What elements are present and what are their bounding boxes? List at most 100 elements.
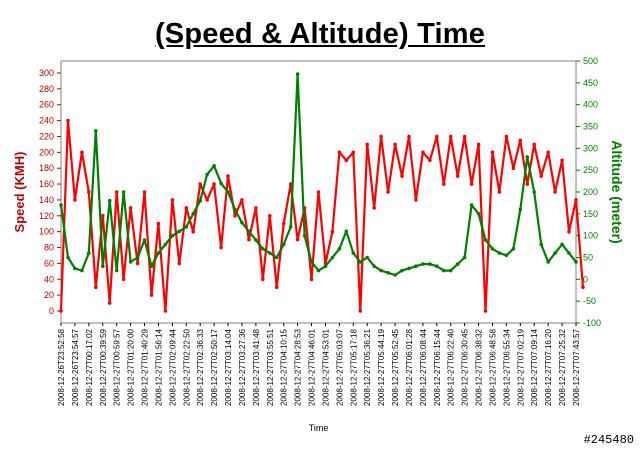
altitude-data-point — [274, 255, 279, 260]
right-axis-tick-label: 450 — [583, 78, 598, 88]
speed-data-point — [428, 158, 432, 163]
speed-data-point — [574, 198, 578, 202]
speed-data-point — [476, 142, 481, 147]
altitude-data-point — [170, 233, 175, 238]
altitude-data-point — [553, 251, 557, 255]
speed-data-point — [407, 134, 411, 139]
altitude-data-point — [94, 129, 98, 133]
altitude-data-point — [268, 251, 272, 255]
altitude-data-point — [261, 247, 265, 251]
altitude-data-point — [295, 72, 300, 76]
x-axis-tick-label: 2008-12-27T06:38:32 — [475, 328, 484, 406]
x-axis-tick-label: 2008-12-27T04:53:01 — [321, 328, 330, 406]
speed-data-point — [455, 174, 460, 178]
speed-data-point — [219, 245, 223, 250]
x-axis-tick-label: 2008-12-27T07:16:20 — [544, 328, 553, 406]
altitude-data-point — [351, 251, 356, 255]
speed-data-point — [107, 301, 112, 305]
altitude-data-point — [400, 268, 404, 273]
altitude-data-point — [469, 203, 474, 207]
speed-data-point — [358, 309, 363, 313]
speed-data-point — [261, 277, 265, 282]
speed-data-point — [66, 118, 70, 123]
x-axis-tick-label: 2008-12-27T03:14:04 — [224, 328, 233, 406]
left-axis-tick-label: 120 — [39, 211, 54, 221]
altitude-data-point — [442, 268, 446, 273]
speed-data-point — [233, 214, 237, 218]
left-axis-tick-label: 80 — [44, 243, 54, 253]
x-axis-tick-label: 2008-12-27T06:48:58 — [488, 328, 497, 406]
speed-data-point — [198, 182, 202, 186]
altitude-data-point — [476, 212, 481, 216]
speed-data-point — [73, 198, 77, 202]
altitude-data-point — [184, 225, 189, 229]
right-axis-tick-label: -50 — [583, 296, 596, 306]
speed-data-point — [142, 190, 147, 194]
altitude-data-point — [80, 268, 84, 273]
speed-data-point — [497, 190, 502, 194]
speed-data-point — [393, 142, 397, 147]
altitude-data-point — [372, 264, 377, 269]
speed-data-point — [184, 206, 189, 210]
altitude-data-point — [414, 264, 418, 269]
speed-data-point — [295, 237, 300, 242]
left-axis-label: Speed (KMH) — [12, 152, 27, 233]
altitude-data-point — [337, 247, 342, 251]
x-axis-tick-label: 2008-12-27T01:40:29 — [141, 328, 150, 406]
altitude-data-point — [358, 260, 363, 264]
x-axis-tick-label: 2008-12-27T06:08:44 — [419, 328, 428, 406]
x-axis-tick-label: 2008-12-27T06:15:44 — [433, 328, 442, 406]
right-axis-tick-label: 300 — [583, 143, 598, 153]
altitude-data-point — [448, 268, 453, 273]
altitude-data-point — [497, 251, 502, 255]
x-axis-tick-label: 2008-12-27T01:20:00 — [127, 328, 136, 406]
x-axis-tick-label: 2008-12-27T04:28:53 — [294, 328, 303, 406]
altitude-data-point — [163, 242, 168, 247]
right-axis-tick-label: 100 — [583, 231, 598, 241]
x-axis-tick-label: 2008-12-27T05:36:21 — [363, 328, 372, 406]
altitude-data-point — [316, 268, 321, 273]
x-axis-tick-label: 2008-12-27T05:52:45 — [391, 328, 400, 406]
x-axis-label: Time — [309, 423, 329, 433]
speed-data-point — [121, 277, 126, 282]
x-axis-tick-label: 2008-12-27T06:30:45 — [461, 328, 470, 406]
right-axis-tick-label: 0 — [583, 274, 588, 284]
left-axis-tick-label: 260 — [39, 100, 54, 110]
speed-data-point — [281, 221, 286, 226]
altitude-data-point — [142, 238, 147, 242]
speed-data-point — [330, 229, 335, 234]
speed-data-point — [156, 221, 161, 226]
altitude-data-point — [233, 207, 237, 212]
right-axis-tick-label: 350 — [583, 122, 598, 132]
altitude-data-point — [309, 260, 314, 264]
speed-data-point — [212, 182, 216, 186]
altitude-data-point — [504, 253, 509, 258]
altitude-data-point — [66, 255, 70, 260]
left-axis-tick-label: 160 — [39, 179, 54, 189]
speed-data-point — [247, 237, 251, 242]
speed-data-point — [511, 166, 516, 170]
speed-data-point — [191, 229, 195, 234]
x-axis-tick-label: 2008-12-27T07:43:57 — [572, 328, 581, 406]
altitude-data-point — [87, 251, 91, 255]
altitude-data-point — [560, 242, 564, 247]
x-axis-tick-label: 2008-12-27T06:01:28 — [405, 328, 414, 406]
left-axis-tick-label: 40 — [44, 274, 54, 284]
speed-data-point — [435, 134, 439, 139]
speed-data-point — [386, 190, 390, 194]
altitude-data-point — [546, 260, 550, 264]
speed-data-point — [135, 261, 140, 266]
altitude-data-point — [386, 271, 390, 275]
left-axis-tick-label: 60 — [44, 258, 54, 268]
speed-data-point — [372, 206, 377, 210]
speed-data-point — [114, 190, 119, 194]
speed-data-point — [128, 206, 133, 210]
right-axis-tick-label: 400 — [583, 100, 598, 110]
right-axis-tick-label: 500 — [583, 56, 598, 66]
right-axis-tick-label: 250 — [583, 165, 598, 175]
speed-data-point — [414, 198, 418, 202]
speed-data-point — [240, 198, 244, 202]
speed-data-point — [560, 158, 564, 163]
altitude-data-point — [177, 229, 182, 234]
